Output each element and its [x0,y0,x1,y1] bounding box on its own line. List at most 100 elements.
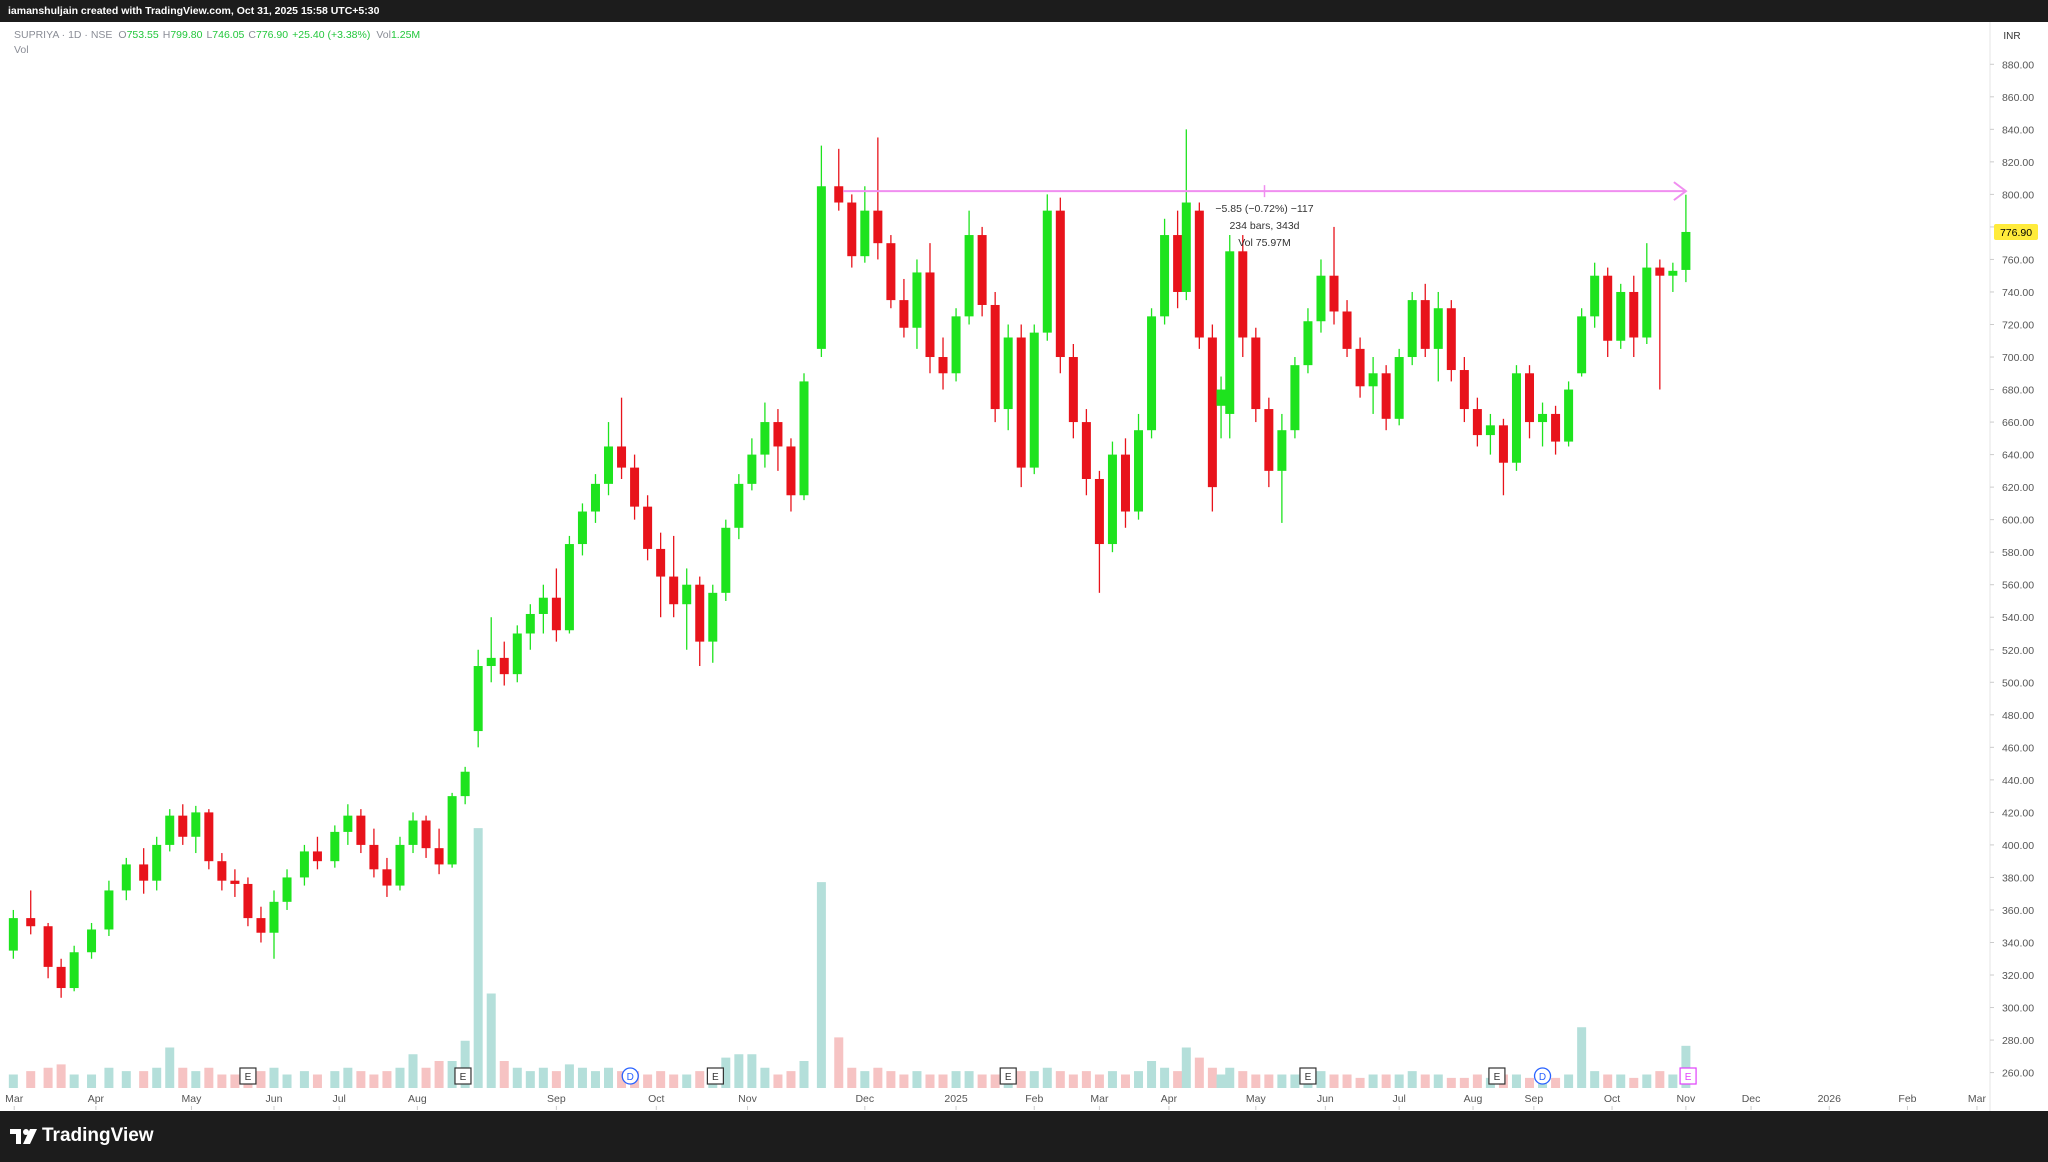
candle-body [1368,373,1378,387]
y-tick-label: 800.00 [2002,189,2034,201]
volume-bar [204,1067,214,1088]
candle-body [564,544,574,631]
volume-bar [299,1071,309,1088]
candle-body [8,918,18,951]
candle-body [643,506,653,549]
brand: TradingView [42,1125,154,1146]
candle-body [256,918,266,933]
volume-bar [434,1061,444,1088]
candle-body [243,883,253,919]
volume-bar [165,1047,175,1088]
candle-body [165,815,175,845]
volume-bar [834,1037,844,1088]
y-tick-label: 640.00 [2002,450,2034,462]
candle-body [43,926,53,967]
x-tick-label: Oct [648,1093,664,1105]
volume-bar [1525,1077,1535,1088]
volume-bar [1290,1074,1300,1088]
volume-bar [1394,1074,1404,1088]
volume-bar [1042,1067,1052,1088]
event-marker [706,1067,724,1085]
ohlc-label: O [118,29,127,41]
volume-bar [1134,1071,1144,1088]
volume-bar [977,1074,987,1088]
volume-bar [786,1071,796,1088]
candle-body [760,422,770,455]
volume-bar [1225,1067,1235,1088]
x-tick-label: Feb [1025,1093,1043,1105]
volume-bar [1511,1074,1521,1088]
event-marker [1488,1067,1506,1085]
volume-bar [1590,1071,1600,1088]
volume-bar [1564,1074,1574,1088]
candle-body [938,357,948,374]
y-tick-label: 680.00 [2002,385,2034,397]
candle-body [1055,210,1065,358]
candle-body [1342,311,1352,349]
candle-body [899,300,909,328]
volume-bar [886,1071,896,1088]
candle-body [330,831,340,862]
candle-body [1381,373,1391,419]
volume-bar [990,1074,1000,1088]
event-marker [1299,1067,1317,1085]
x-tick-label: Apr [1161,1093,1178,1105]
x-tick-label: Nov [738,1093,757,1105]
volume-bar [26,1071,36,1088]
event-marker [239,1067,257,1085]
y-tick-label: 500.00 [2002,677,2034,689]
volume-bar [152,1067,162,1088]
top-bar: iamanshuljain created with TradingView.c… [0,0,2048,22]
y-tick-label: 480.00 [2002,710,2034,722]
candle-body [1042,210,1052,333]
candle-body [1107,454,1117,545]
candle-body [460,771,470,797]
y-tick-label: 340.00 [2002,937,2034,949]
volume-bar [421,1067,431,1088]
candle-body [1407,300,1417,358]
candle-body [1134,430,1144,512]
event-label: E [1305,1072,1312,1083]
volume-bar [1316,1071,1326,1088]
plot-area [8,22,1990,1111]
volume-bar [734,1054,744,1088]
y-tick-label: 740.00 [2002,287,2034,299]
volume-bar [873,1067,883,1088]
candle-body [912,272,922,328]
candle-body [178,815,188,837]
x-tick-label: Sep [1525,1093,1544,1105]
volume-bar [1329,1074,1339,1088]
candle-body [1264,409,1274,471]
candle-body [1525,373,1535,423]
event-label: E [1685,1072,1692,1083]
event-marker [1679,1067,1697,1085]
event-label: D [627,1072,634,1083]
volume-bar [1081,1071,1091,1088]
x-tick-label: Mar [1090,1093,1109,1105]
last-price-badge [1994,223,2038,240]
volume-bar [669,1074,679,1088]
volume-bar [1216,1074,1226,1088]
measure-arrow [1673,181,1688,201]
volume-bar [912,1071,922,1088]
measure-text: −5.85 (−0.72%) −117 [1215,203,1313,215]
volume-bar [1173,1071,1183,1088]
candle-body [1472,409,1482,436]
y-tick-label: 700.00 [2002,352,2034,364]
volume-bar [1381,1074,1391,1088]
candle-body [1173,235,1183,292]
volume-bar [1603,1074,1613,1088]
x-tick-label: 2026 [1818,1093,1842,1105]
candle-body [1642,267,1652,338]
candle-body [26,918,36,927]
candle-body [977,235,987,305]
x-tick-label: Mar [5,1093,24,1105]
x-tick-label: Sep [547,1093,566,1105]
y-tick-label: 320.00 [2002,970,2034,982]
y-tick-label: 280.00 [2002,1035,2034,1047]
candle-body [951,316,961,374]
volume-bar [1207,1067,1217,1088]
event-label: E [1005,1072,1012,1083]
ohlc-label: H [162,29,171,41]
x-tick-label: Dec [855,1093,874,1105]
